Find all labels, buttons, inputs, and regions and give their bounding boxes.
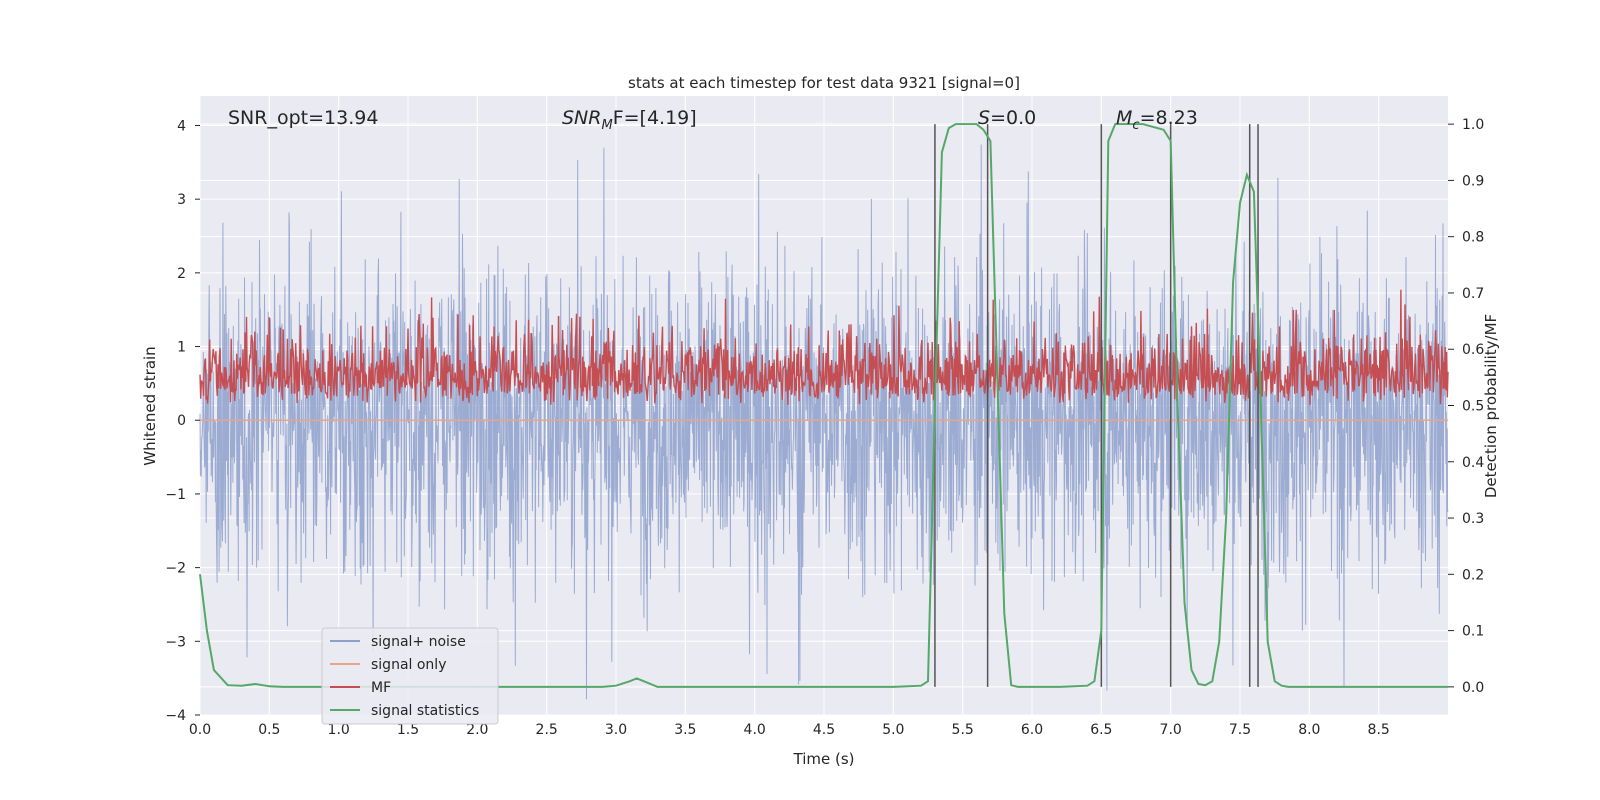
y-tick-label: 3	[177, 192, 186, 208]
y-right-tick-label: 0.1	[1462, 624, 1484, 640]
x-tick-label: 0.0	[189, 722, 211, 738]
x-tick-label: 0.5	[258, 722, 280, 738]
y-right-tick-label: 0.3	[1462, 511, 1484, 527]
signal-noise-series	[199, 144, 1449, 700]
snr-opt-annotation: SNR_opt=13.94	[228, 107, 378, 129]
mf-series	[199, 289, 1449, 405]
x-tick-label: 8.5	[1368, 722, 1390, 738]
mf-line	[199, 289, 1449, 405]
x-tick-label: 6.5	[1090, 722, 1112, 738]
x-axis-title: Time (s)	[793, 750, 855, 768]
legend-box	[321, 627, 499, 725]
x-tick-label: 7.5	[1229, 722, 1251, 738]
x-tick-label: 3.0	[605, 722, 627, 738]
x-tick-label: 6.0	[1021, 722, 1043, 738]
y-axis-ticks: −4 −3 −2 −1 0 1 2 3 4	[165, 118, 200, 724]
x-tick-label: 2.0	[466, 722, 488, 738]
y-right-tick-label: 0.7	[1462, 286, 1484, 302]
y-right-tick-label: 0.8	[1462, 230, 1484, 246]
y-right-axis-title: Detection probability/MF	[1482, 314, 1500, 498]
y-right-tick-label: 0.9	[1462, 173, 1484, 189]
y-right-tick-label: 0.2	[1462, 567, 1484, 583]
y-axis-title: Whitened strain	[141, 346, 159, 465]
y-right-tick-label: 0.5	[1462, 399, 1484, 415]
y-tick-label: 2	[177, 266, 186, 282]
x-tick-label: 1.5	[397, 722, 419, 738]
x-tick-label: 7.0	[1160, 722, 1182, 738]
x-tick-label: 4.0	[744, 722, 766, 738]
y-right-tick-label: 0.0	[1462, 680, 1484, 696]
y-tick-label: −3	[165, 634, 186, 650]
mc-annotation: Mc=8.23	[1116, 107, 1198, 133]
y-tick-label: −1	[165, 487, 186, 503]
x-tick-label: 1.0	[328, 722, 350, 738]
y-right-tick-label: 1.0	[1462, 117, 1484, 133]
chart-title: stats at each timestep for test data 932…	[628, 74, 1020, 92]
legend-label-signal-noise: signal+ noise	[371, 634, 466, 650]
y-right-tick-label: 0.6	[1462, 342, 1484, 358]
y-tick-label: 1	[177, 340, 186, 356]
legend: signal+ noise signal only MF signal stat…	[321, 627, 499, 725]
snr-mf-annotation: SNRMF=[4.19]	[562, 107, 697, 133]
y-right-axis-ticks: 0.0 0.1 0.2 0.3 0.4 0.5 0.6 0.7 0.8 0.9 1.0	[1448, 117, 1484, 696]
x-tick-label: 2.5	[536, 722, 558, 738]
x-tick-label: 5.5	[952, 722, 974, 738]
y-tick-label: −4	[165, 708, 186, 724]
x-tick-label: 5.0	[882, 722, 904, 738]
legend-label-mf: MF	[371, 680, 391, 696]
x-tick-label: 4.5	[813, 722, 835, 738]
x-tick-label: 3.5	[674, 722, 696, 738]
legend-label-signal-statistics: signal statistics	[371, 703, 479, 719]
legend-label-signal-only: signal only	[371, 657, 446, 673]
signal-noise-line	[199, 144, 1449, 700]
y-right-tick-label: 0.4	[1462, 455, 1484, 471]
x-tick-label: 8.0	[1298, 722, 1320, 738]
y-tick-label: −2	[165, 561, 186, 577]
y-tick-label: 0	[177, 413, 186, 429]
x-axis-ticks: 0.0 0.5 1.0 1.5 2.0 2.5 3.0 3.5 4.0 4.5 5.0 5.5 6.0 6…	[189, 722, 1390, 738]
s-annotation: S=0.0	[978, 107, 1036, 129]
y-tick-label: 4	[177, 118, 186, 134]
